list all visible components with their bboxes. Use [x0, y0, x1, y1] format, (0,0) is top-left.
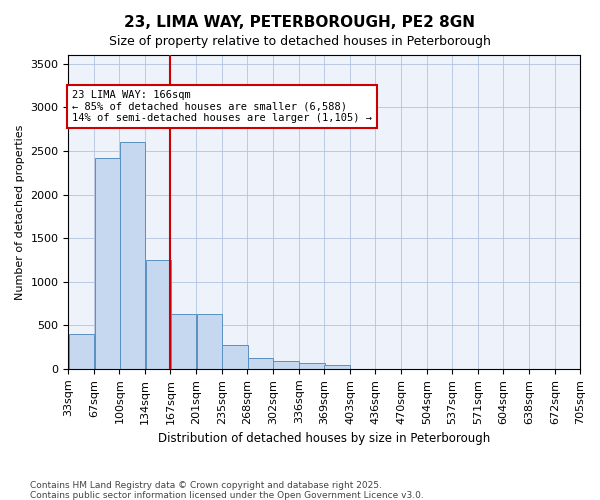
Bar — [197, 314, 222, 369]
Text: Size of property relative to detached houses in Peterborough: Size of property relative to detached ho… — [109, 35, 491, 48]
Text: Contains HM Land Registry data © Crown copyright and database right 2025.: Contains HM Land Registry data © Crown c… — [30, 481, 382, 490]
Text: Contains public sector information licensed under the Open Government Licence v3: Contains public sector information licen… — [30, 491, 424, 500]
Bar — [119, 142, 145, 369]
Text: 23, LIMA WAY, PETERBOROUGH, PE2 8GN: 23, LIMA WAY, PETERBOROUGH, PE2 8GN — [125, 15, 476, 30]
Bar — [95, 158, 120, 369]
Bar — [274, 360, 299, 369]
Bar — [325, 366, 350, 369]
Bar — [248, 358, 273, 369]
Bar — [146, 260, 171, 369]
Text: 23 LIMA WAY: 166sqm
← 85% of detached houses are smaller (6,588)
14% of semi-det: 23 LIMA WAY: 166sqm ← 85% of detached ho… — [72, 90, 372, 123]
Y-axis label: Number of detached properties: Number of detached properties — [15, 124, 25, 300]
Bar — [223, 346, 248, 369]
Bar — [299, 364, 325, 369]
X-axis label: Distribution of detached houses by size in Peterborough: Distribution of detached houses by size … — [158, 432, 490, 445]
Bar — [170, 314, 196, 369]
Bar — [68, 334, 94, 369]
